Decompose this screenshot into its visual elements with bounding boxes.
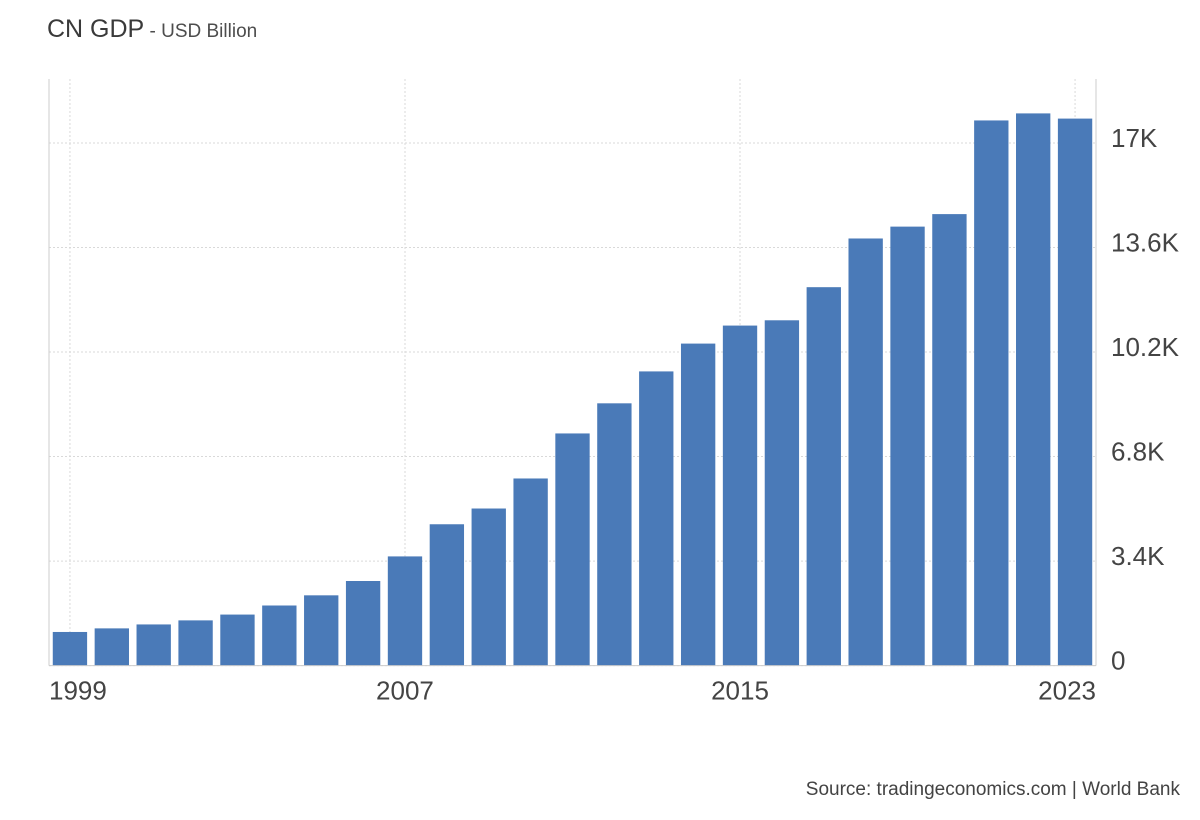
svg-text:17K: 17K <box>1111 123 1158 153</box>
svg-text:6.8K: 6.8K <box>1111 437 1165 467</box>
svg-text:2023: 2023 <box>1038 676 1096 706</box>
svg-text:2007: 2007 <box>376 676 434 706</box>
svg-text:10.2K: 10.2K <box>1111 332 1180 362</box>
svg-text:3.4K: 3.4K <box>1111 541 1165 571</box>
svg-text:2015: 2015 <box>711 676 769 706</box>
svg-text:0: 0 <box>1111 646 1125 676</box>
svg-text:1999: 1999 <box>49 676 107 706</box>
svg-text:13.6K: 13.6K <box>1111 228 1180 258</box>
